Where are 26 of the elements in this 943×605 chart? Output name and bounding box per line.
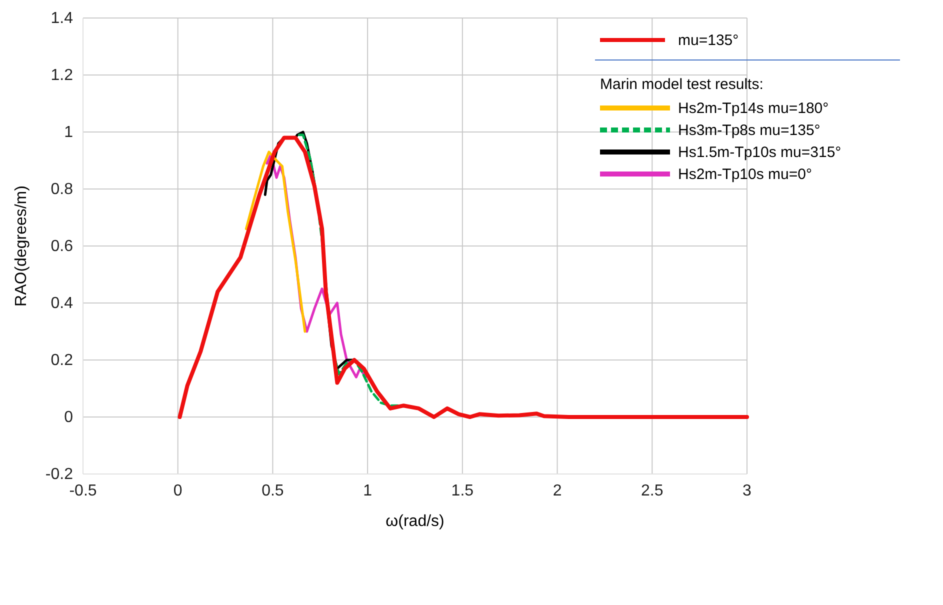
legend-label: Hs2m-Tp10s mu=0°	[678, 166, 812, 183]
x-tick-label: 0	[173, 482, 182, 500]
y-tick-label: 0.4	[50, 295, 74, 312]
x-tick-label: 1.5	[451, 482, 474, 500]
y-tick-label: -0.2	[45, 466, 74, 484]
x-tick-label: 2	[552, 482, 562, 500]
y-tick-label: 0.6	[50, 238, 74, 256]
legend-label: mu=135°	[678, 32, 739, 49]
legend-label: Hs1.5m-Tp10s mu=315°	[678, 144, 842, 161]
y-tick-label: 0	[64, 409, 74, 426]
y-tick-label: 1.2	[50, 67, 74, 84]
x-tick-label: 0.5	[262, 482, 284, 500]
y-tick-label: 0.8	[50, 181, 74, 198]
legend-label: Hs3m-Tp8s mu=135°	[678, 122, 820, 139]
x-axis-title: ω(rad/s)	[386, 513, 444, 530]
line-series	[244, 150, 306, 333]
x-tick-label: 2.5	[641, 482, 664, 500]
y-tick-label: 1.4	[50, 10, 74, 28]
y-tick-label: 1	[64, 124, 74, 142]
x-tick-label: -0.5	[69, 482, 97, 500]
x-tick-label: 1	[363, 482, 372, 500]
y-axis-title: RAO(degrees/m)	[13, 186, 30, 306]
legend-label: Hs2m-Tp14s mu=180°	[678, 100, 829, 117]
y-tick-label: 0.2	[50, 352, 74, 370]
x-tick-label: 3	[742, 482, 752, 500]
legend-title: Marin model test results:	[600, 76, 764, 93]
